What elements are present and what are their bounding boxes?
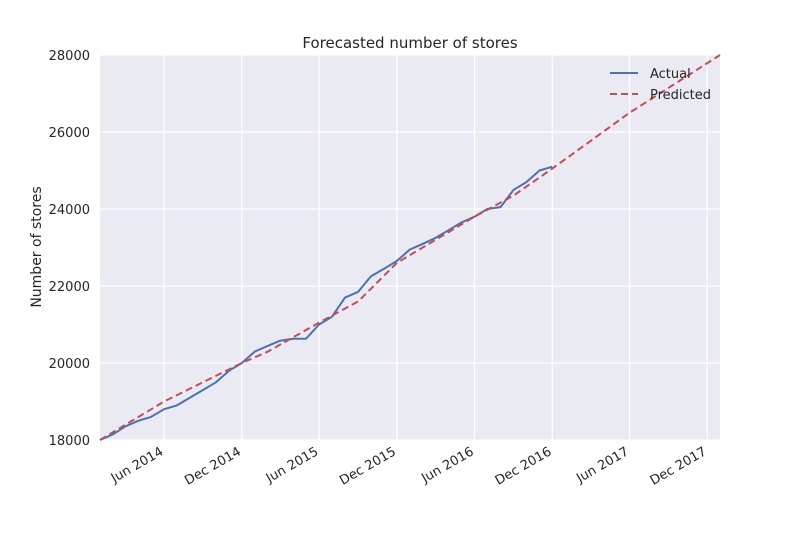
x-tick-label: Dec 2016 [493,444,555,488]
legend: Actual Predicted [610,67,711,103]
x-tick-label: Jun 2015 [263,444,321,486]
plot-area [100,55,720,440]
y-tick-label: 24000 [49,203,90,218]
x-tick-label: Dec 2014 [182,444,244,488]
y-axis-title: Number of stores [29,186,45,307]
y-gridlines [100,54,720,441]
y-tick-label: 22000 [49,280,90,295]
y-tick-label: 18000 [49,434,90,449]
x-gridlines [163,55,708,440]
series-line-predicted [99,54,721,441]
x-tick-labels: Jun 2014 Dec 2014 Jun 2015 Dec 2015 Jun 2016… [108,444,709,488]
chart-title: Forecasted number of stores [302,34,517,52]
series-layer [99,54,721,441]
legend-label-actual: Actual [650,67,691,82]
y-tick-label: 28000 [49,49,90,64]
y-tick-labels: 18000 20000 22000 24000 26000 28000 [49,49,90,449]
y-tick-label: 26000 [49,126,90,141]
x-tick-label: Jun 2017 [573,444,631,486]
y-tick-label: 20000 [49,357,90,372]
x-tick-label: Dec 2015 [337,444,399,488]
x-tick-label: Jun 2014 [108,444,166,486]
x-tick-label: Dec 2017 [648,444,710,488]
x-tick-label: Jun 2016 [418,444,476,486]
legend-label-predicted: Predicted [650,88,711,103]
